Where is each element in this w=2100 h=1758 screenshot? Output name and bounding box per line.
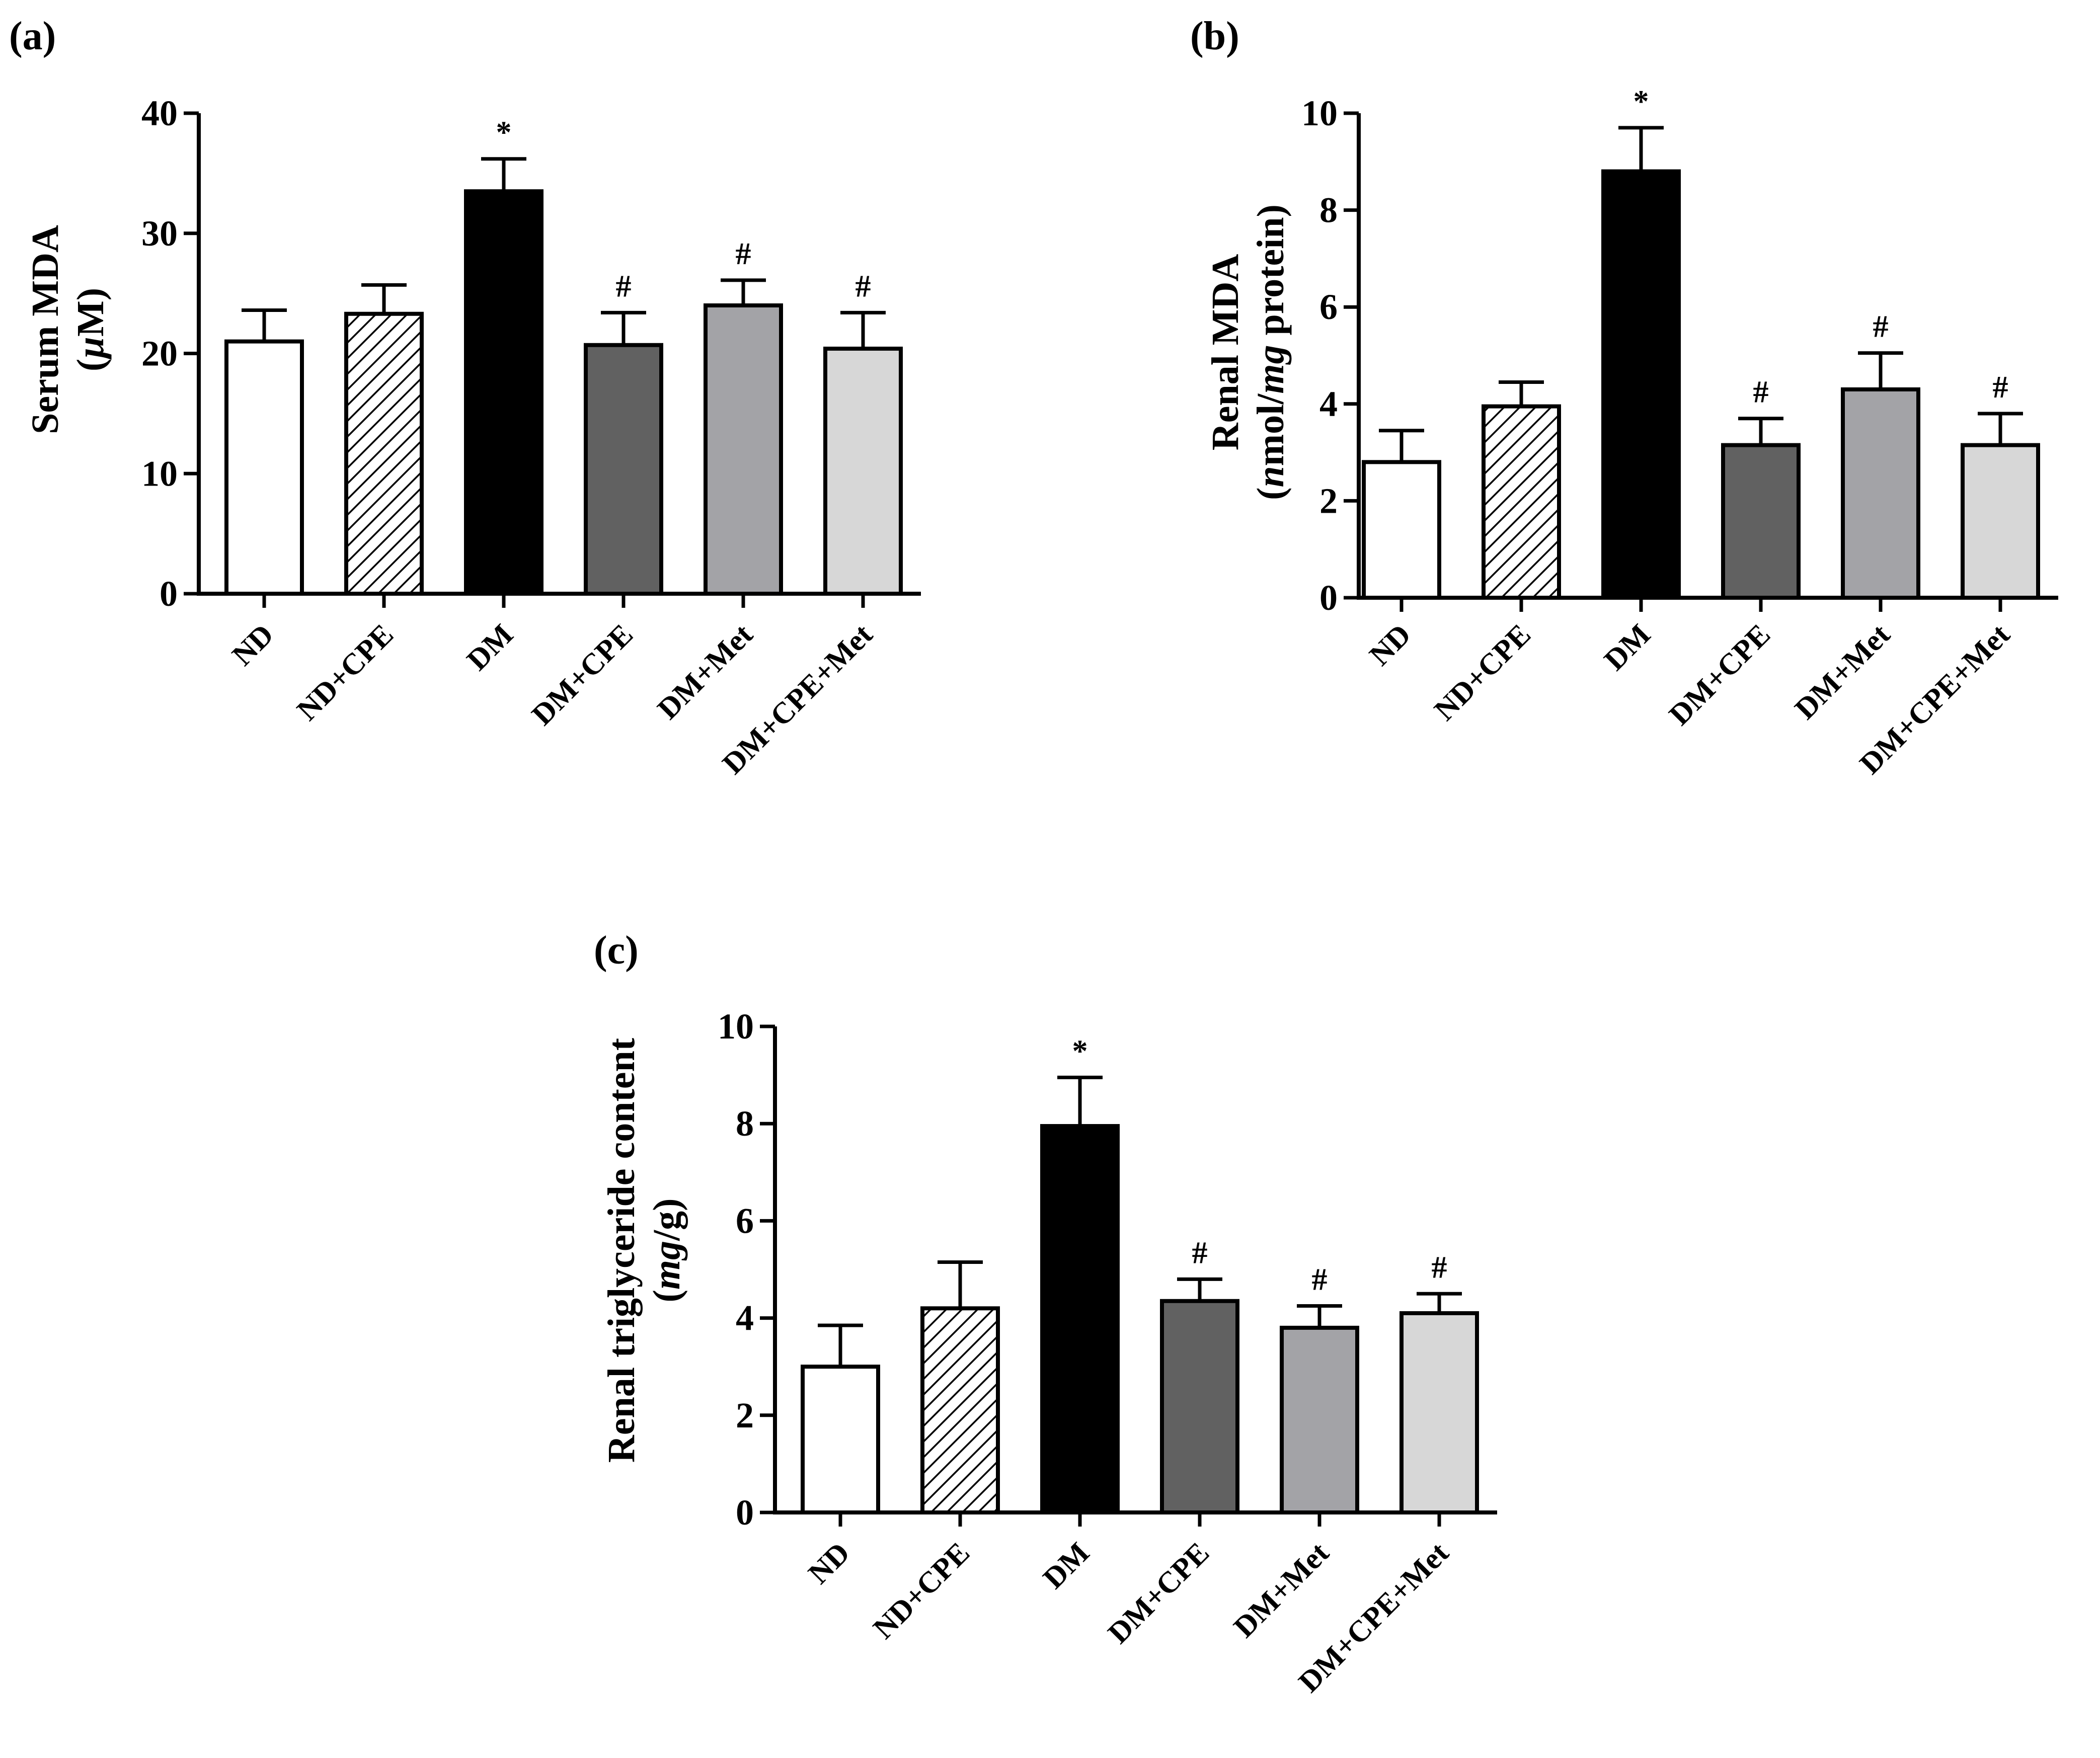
bar-dm-cpe-met [1399, 1311, 1479, 1514]
chart-panel-c: (c) Renal triglyceride content (mg/g) 0 2… [594, 928, 1497, 1699]
significance-mark: # [1873, 310, 1889, 344]
y-tick-label: 6 [1319, 287, 1338, 327]
significance-mark: # [855, 269, 871, 303]
bar-dm [1601, 169, 1681, 600]
x-tick-label: DM+Met [1227, 1536, 1336, 1644]
y-tick-label: 6 [736, 1201, 754, 1241]
bar-dm-met [1280, 1325, 1359, 1514]
y-axis-units: (nmol/mg protein) [1250, 204, 1292, 500]
y-tick-label: 0 [1319, 578, 1338, 618]
bar-dm-cpe-met [823, 346, 903, 596]
significance-mark: * [1634, 85, 1649, 119]
y-tick-label: 0 [160, 574, 178, 614]
y-tick-label: 10 [718, 1006, 754, 1047]
bar-dm-cpe [1721, 443, 1801, 600]
bar-nd [1362, 460, 1441, 600]
y-tick-label: 10 [141, 453, 178, 494]
panel-label: (b) [1190, 14, 1239, 58]
significance-mark: # [1312, 1262, 1328, 1297]
y-tick-label: 2 [1319, 481, 1338, 521]
bar-dm-met [704, 303, 783, 596]
significance-mark: # [1753, 375, 1769, 410]
bar-dm-cpe [584, 343, 663, 596]
y-tick-label: 8 [736, 1103, 754, 1144]
chart-panel-b: (b) Renal MDA (nmol/mg protein) 0 2 4 6 8 10 N… [1190, 14, 2058, 780]
significance-mark: # [1432, 1250, 1447, 1285]
bar-nd [224, 339, 304, 596]
bar-nd-cpe [344, 311, 424, 596]
x-tick-label: ND+CPE [867, 1536, 976, 1645]
x-tick-label: ND [225, 618, 280, 672]
y-axis-title: Renal MDA [1204, 254, 1247, 451]
y-tick-label: 8 [1319, 190, 1338, 230]
x-tick-label: DM+Met [651, 618, 759, 726]
significance-mark: # [1192, 1236, 1208, 1270]
x-tick-label: DM+Met [1788, 618, 1897, 726]
x-tick-label: DM [460, 618, 519, 677]
panel-label: (a) [9, 14, 56, 58]
x-tick-label: DM+CPE [525, 618, 639, 732]
bar-dm [1040, 1124, 1120, 1514]
significance-mark: * [496, 116, 512, 150]
y-tick-label: 4 [1319, 384, 1338, 424]
bar-dm-cpe-met [1961, 443, 2040, 600]
bar-dm-cpe [1160, 1299, 1239, 1515]
y-tick-label: 40 [141, 93, 178, 133]
panel-label: (c) [594, 928, 639, 973]
chart-panel-a: (a) Serum MDA (µM) 0 10 20 30 40 ND ND+CPE * DM #… [9, 14, 921, 780]
significance-mark: # [616, 269, 632, 303]
y-tick-label: 2 [736, 1395, 754, 1435]
y-tick-label: 10 [1301, 93, 1338, 133]
x-tick-label: DM+CPE [1663, 618, 1776, 732]
x-tick-label: DM [1598, 618, 1657, 677]
x-tick-label: ND+CPE [1428, 618, 1537, 727]
y-axis-units: (µM) [69, 288, 112, 371]
y-axis-units: (mg/g) [646, 1198, 688, 1303]
bar-nd-cpe [920, 1306, 1000, 1515]
x-tick-label: DM [1037, 1536, 1096, 1595]
significance-mark: * [1072, 1034, 1088, 1068]
x-tick-label: ND+CPE [290, 618, 400, 727]
y-tick-label: 20 [141, 334, 178, 374]
y-tick-label: 30 [141, 213, 178, 254]
x-tick-label: ND [802, 1536, 856, 1590]
significance-mark: # [1993, 370, 2008, 405]
bar-dm-met [1841, 387, 1920, 600]
significance-mark: # [736, 237, 751, 271]
bar-nd [801, 1365, 880, 1514]
x-tick-label: DM+CPE [1102, 1536, 1215, 1650]
y-axis-title: Serum MDA [24, 225, 66, 434]
y-tick-label: 0 [736, 1492, 754, 1533]
x-tick-label: ND [1363, 618, 1417, 672]
y-tick-label: 4 [736, 1298, 754, 1338]
y-axis-title: Renal triglyceride content [600, 1038, 643, 1463]
bar-dm [464, 189, 543, 596]
bar-nd-cpe [1482, 404, 1561, 600]
